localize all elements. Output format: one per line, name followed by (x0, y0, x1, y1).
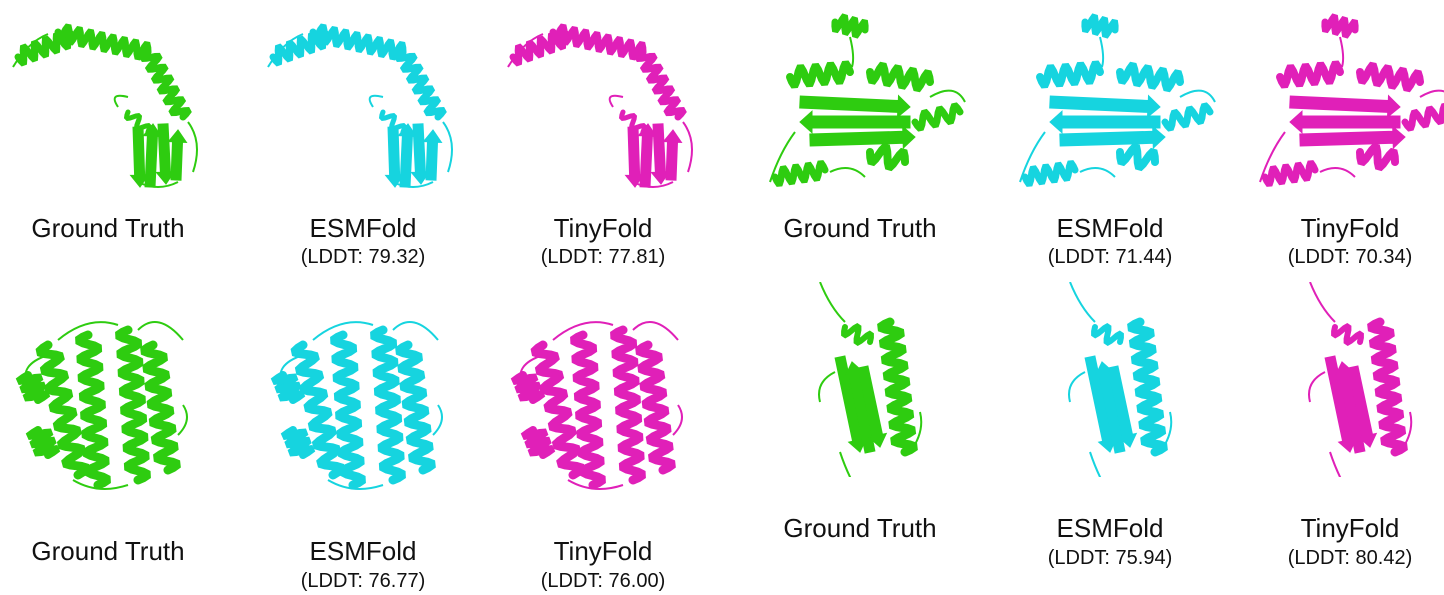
model-label: Ground Truth (740, 212, 980, 244)
ribbon-diagram (483, 12, 723, 207)
ribbon-diagram (243, 12, 483, 207)
panel-2-4: Ground Truth (740, 282, 980, 572)
ribbon-diagram (1230, 282, 1444, 477)
ribbon-diagram (990, 12, 1230, 207)
model-label: ESMFold (990, 512, 1230, 544)
protein-structure-image (1230, 12, 1444, 207)
panel-2-3: TinyFold (LDDT: 76.00) (483, 305, 723, 595)
model-label: ESMFold (243, 212, 483, 244)
protein-structure-image (243, 305, 483, 500)
protein-structure-image (243, 12, 483, 207)
protein-structure-image (1230, 282, 1444, 477)
model-label: TinyFold (483, 212, 723, 244)
ribbon-diagram (0, 305, 228, 500)
panel-2-6: TinyFold (LDDT: 80.42) (1230, 282, 1444, 572)
model-label: Ground Truth (740, 512, 980, 544)
panel-1-2: ESMFold (LDDT: 79.32) (243, 12, 483, 302)
panel-2-5: ESMFold (LDDT: 75.94) (990, 282, 1230, 572)
protein-structure-image (483, 305, 723, 500)
model-label: TinyFold (1230, 512, 1444, 544)
lddt-score: (LDDT: 77.81) (483, 245, 723, 269)
lddt-score: (LDDT: 70.34) (1230, 245, 1444, 269)
panel-2-2: ESMFold (LDDT: 76.77) (243, 305, 483, 595)
panel-1-5: ESMFold (LDDT: 71.44) (990, 12, 1230, 302)
model-label: TinyFold (483, 535, 723, 567)
protein-structure-image (483, 12, 723, 207)
panel-1-6: TinyFold (LDDT: 70.34) (1230, 12, 1444, 302)
panel-1-4: Ground Truth (740, 12, 980, 302)
panel-1-3: TinyFold (LDDT: 77.81) (483, 12, 723, 302)
model-label: ESMFold (243, 535, 483, 567)
ribbon-diagram (740, 282, 980, 477)
protein-structure-image (990, 12, 1230, 207)
lddt-score: (LDDT: 75.94) (990, 546, 1230, 570)
ribbon-diagram (243, 305, 483, 500)
model-label: TinyFold (1230, 212, 1444, 244)
model-label: Ground Truth (0, 212, 228, 244)
protein-structure-image (990, 282, 1230, 477)
protein-structure-image (740, 282, 980, 477)
lddt-score: (LDDT: 76.00) (483, 569, 723, 593)
lddt-score: (LDDT: 71.44) (990, 245, 1230, 269)
lddt-score: (LDDT: 76.77) (243, 569, 483, 593)
panel-1-1: Ground Truth (0, 12, 228, 302)
protein-structure-image (740, 12, 980, 207)
protein-structure-image (0, 12, 228, 207)
model-label: Ground Truth (0, 535, 228, 567)
protein-structure-image (0, 305, 228, 500)
ribbon-diagram (740, 12, 980, 207)
panel-2-1: Ground Truth (0, 305, 228, 595)
ribbon-diagram (990, 282, 1230, 477)
ribbon-diagram (1230, 12, 1444, 207)
model-label: ESMFold (990, 212, 1230, 244)
lddt-score: (LDDT: 80.42) (1230, 546, 1444, 570)
lddt-score: (LDDT: 79.32) (243, 245, 483, 269)
ribbon-diagram (483, 305, 723, 500)
ribbon-diagram (0, 12, 228, 207)
